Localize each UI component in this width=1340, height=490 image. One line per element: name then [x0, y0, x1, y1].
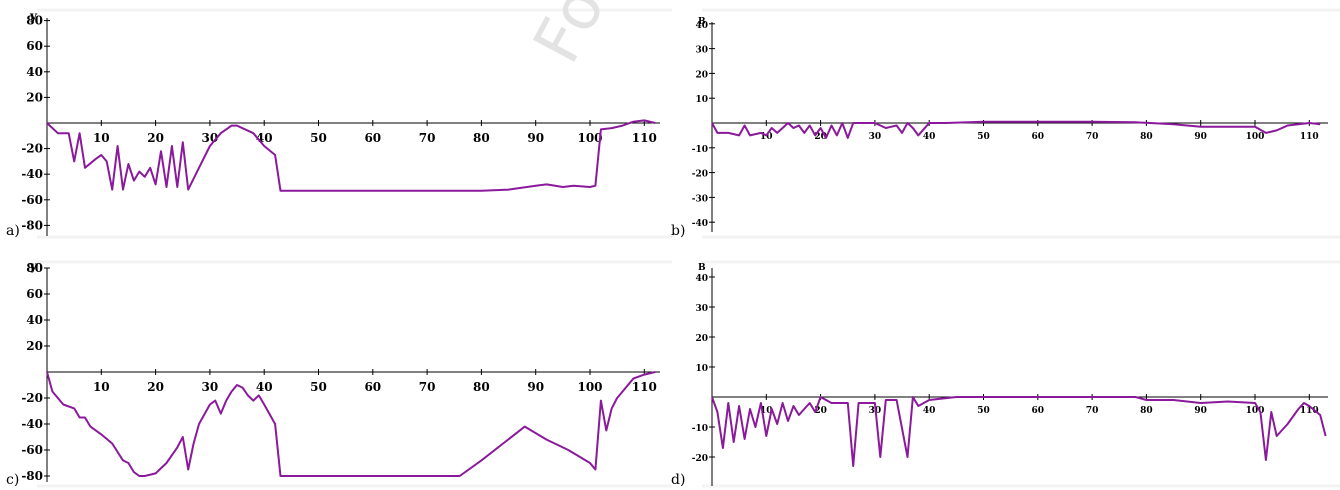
x-tick-label: 30: [202, 380, 219, 394]
y-tick-label: 20: [695, 334, 708, 344]
x-tick-label: 20: [147, 380, 164, 394]
y-tick-label: 60: [26, 39, 43, 53]
x-tick-label: 40: [923, 406, 936, 416]
y-tick-label: -80: [21, 218, 43, 232]
x-tick-label: 10: [93, 131, 110, 145]
y-tick-label: 20: [695, 70, 708, 80]
x-tick-label: 110: [1300, 132, 1319, 142]
x-tick-label: 20: [814, 406, 827, 416]
panel-label: d): [671, 472, 685, 488]
x-tick-label: 70: [1086, 406, 1099, 416]
x-tick-label: 100: [1246, 132, 1265, 142]
y-tick-label: 20: [26, 90, 43, 104]
x-tick-label: 60: [1032, 406, 1045, 416]
x-tick-label: 60: [364, 131, 381, 145]
x-tick-label: 50: [977, 132, 990, 142]
x-tick-label: 40: [256, 380, 273, 394]
x-tick-label: 70: [419, 380, 436, 394]
chart-panel-b: Bb) 40 30 20 10 -10 -20 -30 -40 10 20 30 40 50 60 70 80 9…: [671, 8, 1340, 239]
y-tick-label: 30: [695, 304, 708, 314]
panel-label: b): [671, 223, 685, 239]
series-line: [711, 120, 1321, 139]
panel-label: a): [6, 223, 20, 239]
x-tick-label: 80: [1140, 132, 1153, 142]
y-tick-label: 20: [26, 339, 43, 353]
x-tick-label: 20: [814, 132, 827, 142]
x-tick-label: 80: [473, 380, 490, 394]
y-tick-label: 80: [26, 14, 43, 28]
x-tick-label: 110: [1300, 406, 1319, 416]
y-axis-label: B: [698, 263, 706, 273]
x-tick-label: 100: [577, 131, 602, 145]
x-tick-label: 110: [632, 131, 657, 145]
y-tick-label: 40: [695, 21, 708, 31]
x-tick-label: 100: [577, 380, 602, 394]
x-tick-label: 50: [310, 380, 327, 394]
y-axis-label: B: [698, 17, 706, 27]
y-tick-label: -80: [21, 469, 43, 483]
x-tick-label: 50: [310, 131, 327, 145]
y-tick-label: -40: [692, 219, 708, 229]
x-tick-label: 60: [1032, 132, 1045, 142]
series-line: [46, 119, 656, 192]
x-tick-label: 90: [1194, 132, 1207, 142]
x-tick-label: 60: [364, 380, 381, 394]
y-tick-label: 80: [26, 261, 43, 275]
panel-label: c): [6, 472, 19, 488]
x-tick-label: 90: [527, 131, 544, 145]
x-tick-label: 100: [1246, 406, 1265, 416]
y-tick-label: 40: [26, 313, 43, 327]
x-tick-label: 90: [1194, 406, 1207, 416]
y-tick-label: -20: [692, 170, 708, 180]
y-tick-label: 30: [695, 46, 708, 56]
y-tick-label: -10: [692, 145, 708, 155]
y-tick-label: 10: [695, 95, 708, 105]
y-tick-label: 10: [695, 364, 708, 374]
x-tick-label: 10: [760, 406, 773, 416]
y-axis-label: y: [29, 259, 38, 273]
x-tick-label: 10: [93, 380, 110, 394]
y-tick-label: -20: [692, 454, 708, 464]
y-tick-label: -30: [692, 194, 708, 204]
x-tick-label: 70: [419, 131, 436, 145]
x-tick-label: 70: [1086, 132, 1099, 142]
y-tick-label: -60: [21, 193, 43, 207]
x-tick-label: 110: [632, 380, 657, 394]
x-tick-label: 90: [527, 380, 544, 394]
y-tick-label: -40: [21, 167, 43, 181]
x-tick-label: 80: [473, 131, 490, 145]
y-tick-label: -60: [21, 443, 43, 457]
y-tick-label: -40: [21, 417, 43, 431]
chart-panel-c: y c) 80 60 40 20 -20 -40 -60 -80 10 20 30 40 50 60 70 80 9…: [6, 259, 672, 488]
y-tick-label: 60: [26, 287, 43, 301]
x-tick-label: 40: [923, 132, 936, 142]
y-tick-label: -10: [692, 424, 708, 434]
x-tick-label: 30: [869, 132, 882, 142]
x-tick-label: 80: [1140, 406, 1153, 416]
y-tick-label: 40: [26, 65, 43, 79]
x-tick-label: 20: [147, 131, 164, 145]
y-tick-label: 40: [695, 274, 708, 284]
x-tick-label: 50: [977, 406, 990, 416]
series-line: [46, 371, 656, 477]
series-line: [711, 396, 1327, 467]
y-tick-label: -20: [21, 391, 43, 405]
y-tick-label: -20: [21, 142, 43, 156]
y-axis-label: y: [29, 9, 38, 23]
x-tick-label: 10: [760, 132, 773, 142]
